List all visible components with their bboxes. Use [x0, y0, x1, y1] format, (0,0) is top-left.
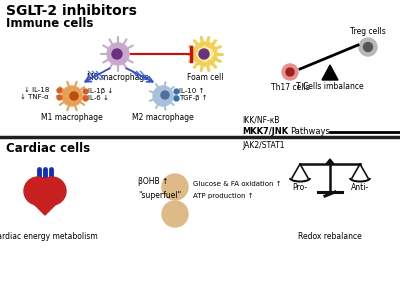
- Text: M1 macrophage: M1 macrophage: [41, 113, 103, 122]
- Circle shape: [62, 86, 82, 106]
- Text: Pathways: Pathways: [290, 128, 330, 136]
- Text: SGLT-2 inhibitors: SGLT-2 inhibitors: [6, 4, 137, 18]
- Circle shape: [202, 56, 208, 62]
- Circle shape: [70, 92, 78, 100]
- Text: Immune cells: Immune cells: [6, 17, 93, 30]
- Text: IL-1β ↓: IL-1β ↓: [88, 88, 113, 94]
- Circle shape: [161, 91, 169, 99]
- Circle shape: [24, 177, 52, 205]
- Text: T Cells imbalance: T Cells imbalance: [296, 82, 364, 91]
- Circle shape: [364, 43, 372, 51]
- Text: IKK/NF-κB: IKK/NF-κB: [242, 116, 279, 124]
- Text: ATP production ↑: ATP production ↑: [193, 193, 254, 199]
- Text: Pro-: Pro-: [292, 183, 308, 192]
- Circle shape: [162, 201, 188, 227]
- Text: Foam cell: Foam cell: [187, 73, 223, 82]
- Circle shape: [199, 49, 209, 59]
- Circle shape: [193, 42, 217, 66]
- Circle shape: [202, 46, 208, 51]
- Text: Cardiac energy metabolism: Cardiac energy metabolism: [0, 232, 98, 241]
- Text: M2 macrophage: M2 macrophage: [132, 113, 194, 122]
- Text: ↓ TNF-α: ↓ TNF-α: [20, 94, 49, 100]
- Text: Redox rebalance: Redox rebalance: [298, 232, 362, 241]
- Text: MKK7/JNK: MKK7/JNK: [242, 128, 288, 136]
- Text: Glucose & FA oxidation ↑: Glucose & FA oxidation ↑: [193, 181, 282, 187]
- Circle shape: [198, 55, 204, 60]
- Text: JAK2/STAT1: JAK2/STAT1: [242, 142, 284, 150]
- Text: βOHB ↑: βOHB ↑: [138, 178, 168, 187]
- Circle shape: [286, 68, 294, 76]
- Text: Anti-: Anti-: [351, 183, 369, 192]
- Circle shape: [107, 43, 129, 65]
- Text: "superfuel": "superfuel": [138, 190, 181, 199]
- Circle shape: [112, 49, 122, 59]
- Circle shape: [282, 64, 298, 80]
- Text: Cardiac cells: Cardiac cells: [6, 142, 90, 155]
- Text: IL-6 ↓: IL-6 ↓: [88, 95, 109, 101]
- Polygon shape: [322, 65, 338, 80]
- Text: Th17 cells: Th17 cells: [271, 83, 309, 92]
- Text: TGF-β ↑: TGF-β ↑: [179, 95, 208, 101]
- Circle shape: [153, 86, 173, 106]
- Circle shape: [208, 51, 214, 56]
- Polygon shape: [25, 195, 65, 215]
- Text: M0 macrophage: M0 macrophage: [87, 73, 149, 82]
- Circle shape: [206, 48, 212, 53]
- Text: ↓ IL-18: ↓ IL-18: [24, 87, 49, 93]
- Circle shape: [198, 48, 204, 53]
- Circle shape: [206, 55, 212, 60]
- Circle shape: [38, 177, 66, 205]
- Polygon shape: [326, 159, 334, 164]
- Text: IL-10 ↑: IL-10 ↑: [179, 88, 204, 94]
- Text: Treg cells: Treg cells: [350, 27, 386, 36]
- Circle shape: [162, 174, 188, 200]
- Circle shape: [359, 38, 377, 56]
- Circle shape: [196, 51, 202, 56]
